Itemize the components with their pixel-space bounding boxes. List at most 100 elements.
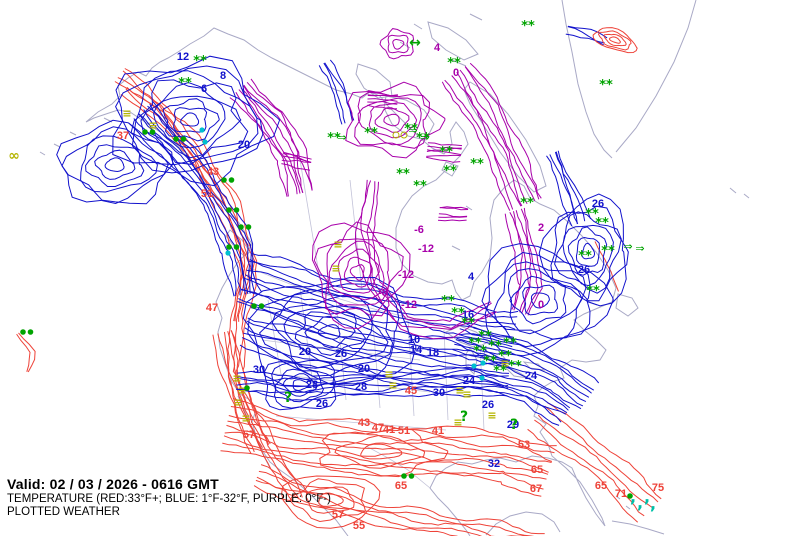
temperature-contour: [608, 36, 622, 44]
snow-symbol: **: [488, 339, 502, 354]
snow-symbol: **: [483, 354, 497, 369]
temperature-contour: [212, 334, 252, 454]
svg-text:,: ,: [637, 493, 643, 512]
coastline: [561, 0, 613, 159]
contour-label: -6: [414, 224, 424, 236]
temperature-contour: [258, 289, 394, 377]
svg-text:≡: ≡: [237, 384, 246, 397]
snow-symbol: **: [416, 131, 430, 146]
svg-text:**: **: [520, 196, 534, 211]
temperature-contour: [334, 434, 426, 469]
svg-text:≡: ≡: [333, 238, 342, 251]
temperature-contour: [313, 221, 404, 317]
plotted-weather-text: PLOTTED WEATHER: [7, 505, 120, 518]
fog-symbol: ≡: [122, 107, 131, 120]
contour-label: 26: [578, 264, 590, 276]
contour-label: 65: [595, 480, 607, 492]
temperature-contour: [294, 311, 367, 356]
temperature-contour: [557, 150, 592, 220]
coastline: [615, 495, 631, 510]
temperature-contour: [427, 142, 463, 147]
arrow-symbol: ⇒: [408, 124, 417, 137]
contour-label: 4: [468, 271, 475, 283]
contour-label: 2: [538, 222, 544, 234]
svg-text:**: **: [585, 207, 599, 222]
svg-text:**: **: [503, 336, 517, 351]
temperature-contour: [228, 415, 553, 462]
temperature-contour: [534, 419, 645, 517]
temperature-contour: [507, 268, 583, 335]
rain-symbol: ,: [637, 493, 643, 512]
contour-label: 18: [427, 347, 439, 359]
temperature-contour: [274, 368, 324, 403]
contour-label: 0: [453, 67, 459, 79]
dots-symbol: [226, 207, 240, 213]
temperature-contour: [451, 75, 522, 207]
temperature-contour: [379, 28, 415, 60]
contour-label: 10: [408, 334, 420, 346]
svg-text:**: **: [461, 316, 475, 331]
question-symbol: ?: [460, 409, 468, 425]
temperature-contour: [549, 154, 578, 225]
temperature-contour: [112, 55, 281, 187]
contour-label: 51: [398, 425, 410, 437]
state-border: [275, 415, 447, 431]
svg-text:?: ?: [284, 390, 292, 406]
coastline: [485, 511, 561, 536]
temperature-contour: [243, 332, 509, 387]
contour-label: 28: [355, 381, 367, 393]
contour-label: -8: [378, 287, 388, 299]
contour-label: 41: [432, 425, 444, 437]
temperature-contour: [240, 87, 301, 194]
svg-text:⇒: ⇒: [420, 131, 429, 144]
contour-label: 32: [488, 458, 500, 470]
svg-text:**: **: [416, 131, 430, 146]
temperature-contour: [16, 333, 31, 372]
temperature-contour: [117, 77, 300, 500]
temperature-contour: [149, 103, 256, 294]
temperature-contour: [455, 339, 587, 403]
temperature-contour: [282, 153, 312, 160]
contour-label: 30: [253, 364, 265, 376]
temperature-contour: [237, 301, 509, 368]
svg-text:**: **: [586, 284, 600, 299]
coastline: [451, 205, 473, 251]
doublearrow-symbol: ↔: [409, 35, 421, 51]
temperature-contour: [459, 328, 595, 391]
contour-label: 6: [201, 83, 207, 95]
svg-text:≡: ≡: [232, 372, 241, 385]
state-border: [267, 299, 283, 381]
temperature-contour: [374, 107, 410, 133]
temperature-contour: [242, 85, 304, 193]
temperature-contour: [243, 84, 304, 193]
contour-label: 43: [207, 166, 219, 178]
snow-symbol: **: [578, 249, 592, 264]
coastline: [399, 13, 483, 67]
svg-text:**: **: [404, 122, 418, 137]
temperature-contour: [366, 104, 398, 110]
temperature-contour: [255, 479, 483, 536]
temperature-contour: [237, 368, 569, 411]
temperature-contour: [244, 277, 514, 344]
snow-symbol: **: [473, 344, 487, 359]
contour-label: 47: [206, 302, 218, 314]
cyandot-symbol: [480, 360, 486, 366]
dots-symbol: [251, 303, 265, 309]
temperature-contour: [328, 240, 385, 301]
temperature-contour: [527, 428, 639, 523]
contour-label: 67: [530, 483, 542, 495]
temperature-contour: [281, 159, 312, 163]
temperature-contour: [138, 113, 246, 295]
temperature-contour: [253, 485, 458, 536]
svg-text:**: **: [508, 359, 522, 374]
temperature-contour: [236, 374, 568, 414]
svg-text:**: **: [364, 126, 378, 141]
temperature-contour: [565, 33, 605, 44]
svg-text:**: **: [447, 56, 461, 71]
svg-text:**: **: [498, 349, 512, 364]
temperature-contour: [115, 65, 264, 174]
temperature-contour: [281, 475, 381, 529]
temperature-contour: [271, 362, 337, 409]
temperature-contour: [317, 324, 341, 340]
svg-text:**: **: [599, 78, 613, 93]
